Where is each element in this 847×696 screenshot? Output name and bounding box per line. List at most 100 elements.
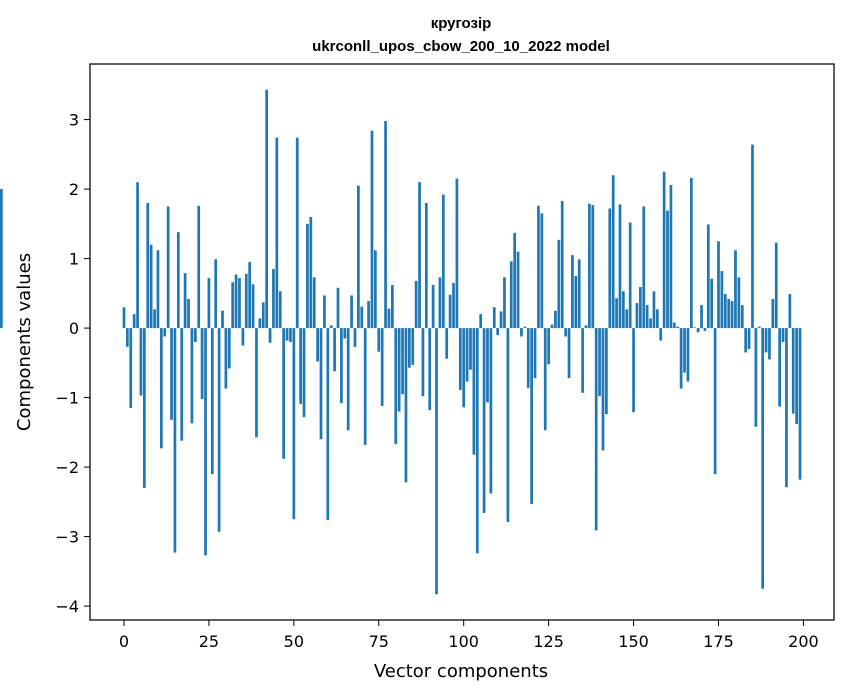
bar-197 <box>791 328 795 414</box>
bar-14 <box>170 328 173 420</box>
bar-65 <box>343 328 347 339</box>
bar-36 <box>244 273 248 329</box>
bar-190 <box>768 328 771 360</box>
bar-116 <box>516 251 520 329</box>
bar-70 <box>360 306 364 329</box>
bar-199 <box>798 328 802 480</box>
bar-64 <box>340 328 343 404</box>
bar-158 <box>659 328 663 341</box>
bar-129 <box>560 200 564 329</box>
bar-156 <box>652 291 656 329</box>
bar-93 <box>438 277 442 329</box>
bar-2 <box>129 328 133 409</box>
bar-149 <box>628 222 632 329</box>
bar-155 <box>649 318 652 329</box>
bar-165 <box>683 328 686 373</box>
bar-143 <box>608 208 612 329</box>
bar-25 <box>207 278 211 329</box>
bar-76 <box>380 328 384 406</box>
bar-34 <box>238 278 241 329</box>
bar-157 <box>655 309 659 329</box>
bar-175 <box>717 241 720 329</box>
bar-63 <box>336 287 340 329</box>
bar-11 <box>159 328 163 449</box>
bar-122 <box>537 205 540 329</box>
bar-undefined <box>0 189 3 329</box>
bar-148 <box>625 309 629 329</box>
bar-198 <box>795 328 798 425</box>
y-tick-label: −4 <box>55 597 79 616</box>
bar-146 <box>618 204 622 329</box>
bar-152 <box>639 287 642 329</box>
bar-47 <box>282 328 285 459</box>
bar-195 <box>785 328 788 488</box>
bar-1 <box>126 328 129 347</box>
bar-79 <box>391 285 394 329</box>
bar-89 <box>424 203 428 329</box>
bar-182 <box>740 305 744 329</box>
x-axis: 0 25 50 75 100 125 150 175 200 <box>119 620 819 651</box>
bar-19 <box>187 298 190 329</box>
bar-37 <box>248 262 252 329</box>
bar-177 <box>723 294 727 329</box>
bar-45 <box>275 137 279 329</box>
bar-52 <box>299 328 302 404</box>
bar-60 <box>326 328 330 520</box>
bar-50 <box>292 328 296 520</box>
bar-86 <box>414 280 418 329</box>
bar-99 <box>458 328 462 390</box>
bar-109 <box>492 307 496 329</box>
x-tick-label: 75 <box>369 632 389 651</box>
bar-173 <box>710 278 714 329</box>
bar-24 <box>204 328 207 556</box>
bar-39 <box>255 328 258 438</box>
bar-10 <box>156 250 160 329</box>
bar-188 <box>761 328 765 589</box>
bar-46 <box>278 291 282 329</box>
bar-78 <box>387 308 391 329</box>
bar-187 <box>757 326 761 329</box>
bar-74 <box>374 250 377 329</box>
bar-147 <box>622 291 625 329</box>
bar-81 <box>397 328 401 412</box>
bar-57 <box>316 328 319 362</box>
bar-69 <box>357 185 360 329</box>
bar-48 <box>285 328 289 341</box>
bar-105 <box>479 314 483 329</box>
bar-164 <box>679 328 683 389</box>
bar-196 <box>788 294 792 329</box>
bar-132 <box>571 255 574 329</box>
bar-83 <box>404 328 408 483</box>
bar-32 <box>231 282 235 329</box>
bar-176 <box>720 271 724 329</box>
bar-162 <box>672 322 676 329</box>
bar-121 <box>533 328 537 379</box>
bar-35 <box>241 328 245 346</box>
bar-189 <box>764 328 768 353</box>
bar-123 <box>540 213 544 329</box>
bar-21 <box>193 328 197 342</box>
bar-17 <box>180 328 184 441</box>
bar-61 <box>329 325 333 329</box>
bar-151 <box>635 303 639 329</box>
bar-54 <box>306 223 309 329</box>
bar-167 <box>689 177 693 329</box>
bar-68 <box>353 328 357 347</box>
y-tick-label: 2 <box>69 180 79 199</box>
bar-166 <box>686 328 690 382</box>
bar-191 <box>771 298 775 329</box>
chart-title: кругозір <box>431 15 492 32</box>
plot-area-frame <box>89 63 835 621</box>
bar-184 <box>747 328 751 349</box>
bar-82 <box>401 328 404 395</box>
bar-0 <box>122 307 126 329</box>
x-tick-label: 25 <box>199 632 219 651</box>
bar-51 <box>295 137 299 329</box>
bar-77 <box>384 120 387 329</box>
x-tick-label: 100 <box>448 632 479 651</box>
bar-7 <box>146 203 150 329</box>
x-tick-label: 175 <box>703 632 734 651</box>
bar-53 <box>302 328 306 418</box>
bar-153 <box>642 206 646 329</box>
bar-71 <box>363 328 367 445</box>
